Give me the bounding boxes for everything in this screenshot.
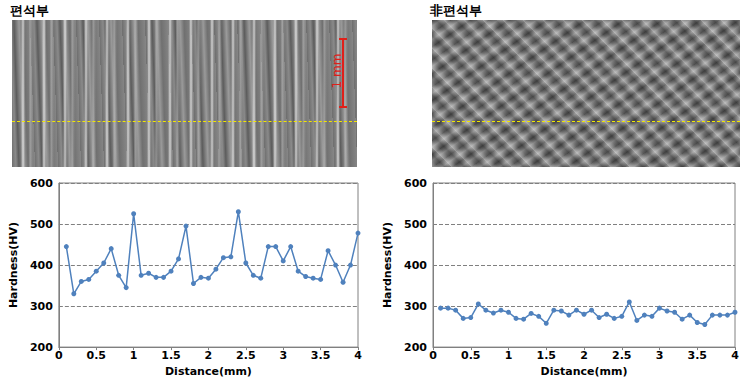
svg-text:4: 4 <box>731 349 739 362</box>
svg-text:1.5: 1.5 <box>537 349 557 362</box>
svg-text:Hardness(HV): Hardness(HV) <box>7 222 20 308</box>
svg-text:600: 600 <box>404 177 427 190</box>
svg-text:300: 300 <box>404 300 427 313</box>
html-text:편석부: 편석부 <box>10 3 49 18</box>
svg-text:3: 3 <box>656 349 664 362</box>
svg-text:0.5: 0.5 <box>461 349 481 362</box>
svg-text:2.5: 2.5 <box>612 349 632 362</box>
svg-text:Distance(mm): Distance(mm) <box>541 365 628 378</box>
svg-text:1: 1 <box>130 349 138 362</box>
svg-text:400: 400 <box>30 259 53 272</box>
svg-text:2: 2 <box>580 349 588 362</box>
svg-text:300: 300 <box>30 300 53 313</box>
svg-text:1: 1 <box>505 349 513 362</box>
svg-text:Hardness(HV): Hardness(HV) <box>381 222 394 308</box>
svg-text:600: 600 <box>30 177 53 190</box>
svg-text:3.5: 3.5 <box>311 349 331 362</box>
svg-text:200: 200 <box>30 341 53 354</box>
svg-text:1.5: 1.5 <box>161 349 181 362</box>
svg-text:400: 400 <box>404 259 427 272</box>
svg-text:0: 0 <box>429 349 437 362</box>
svg-text:0: 0 <box>55 349 63 362</box>
svg-text:2: 2 <box>205 349 213 362</box>
svg-text:2.5: 2.5 <box>236 349 256 362</box>
svg-text:200: 200 <box>404 341 427 354</box>
svg-text:3.5: 3.5 <box>688 349 708 362</box>
html-text:非편석부: 非편석부 <box>430 3 482 18</box>
svg-text:Distance(mm): Distance(mm) <box>165 365 252 378</box>
svg-text:4: 4 <box>354 349 362 362</box>
svg-text:0.5: 0.5 <box>87 349 107 362</box>
svg-text:500: 500 <box>404 218 427 231</box>
html-text:1 mm: 1 mm <box>330 53 345 89</box>
svg-text:3: 3 <box>279 349 287 362</box>
svg-text:500: 500 <box>30 218 53 231</box>
